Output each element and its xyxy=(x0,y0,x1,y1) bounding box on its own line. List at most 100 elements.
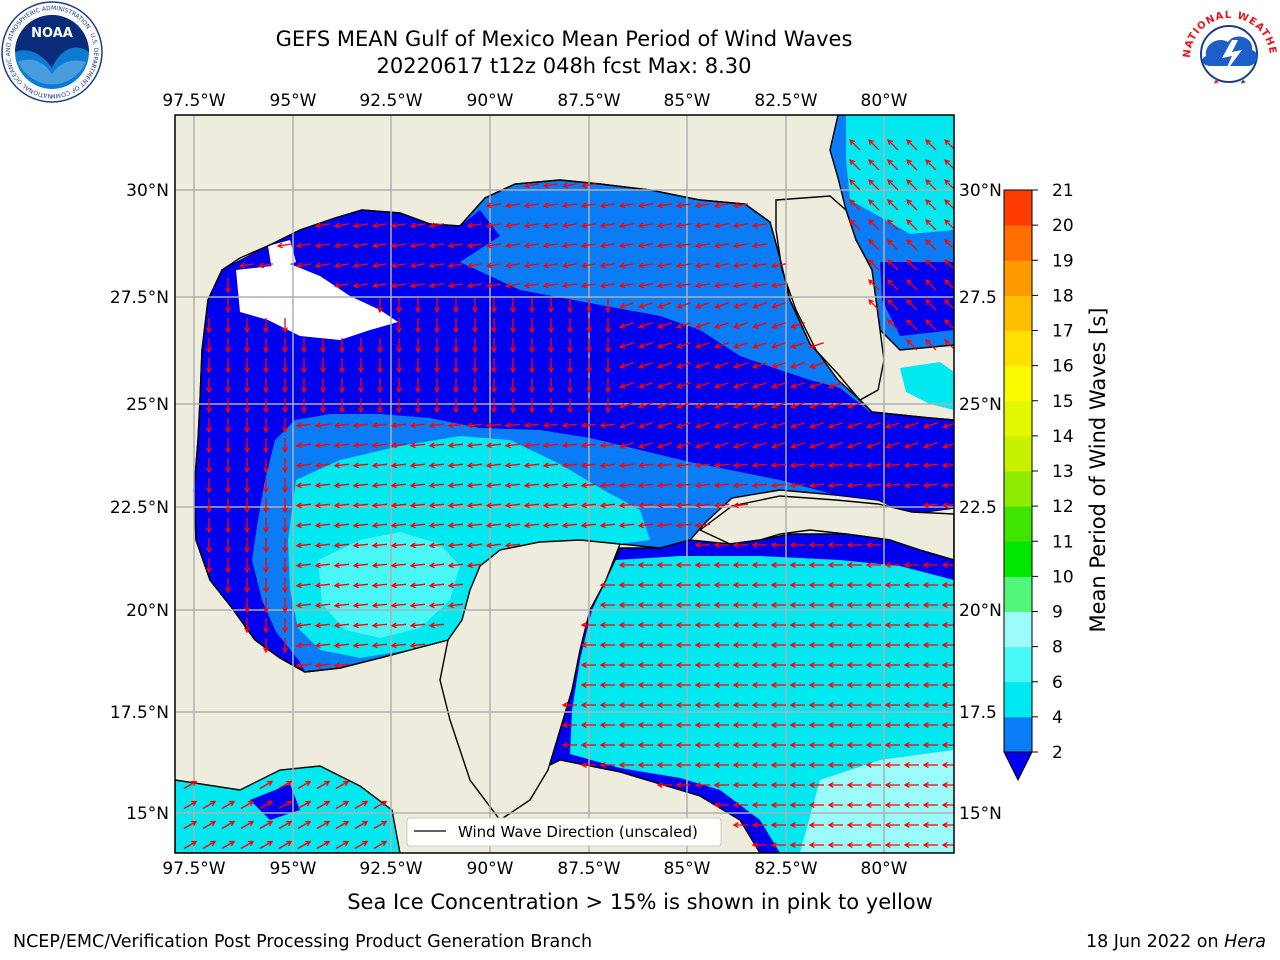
wind-wave-arrow xyxy=(694,242,711,249)
wind-wave-arrow xyxy=(887,279,899,291)
wind-wave-arrow xyxy=(221,800,236,810)
wind-wave-arrow xyxy=(599,202,616,209)
colorbar-tick-label: 11 xyxy=(1052,532,1074,552)
wind-wave-arrow xyxy=(183,840,198,850)
wind-wave-arrow xyxy=(846,642,862,648)
wind-wave-arrow xyxy=(809,402,824,409)
wind-wave-arrow xyxy=(339,358,345,374)
wind-wave-arrow xyxy=(371,222,388,229)
wind-wave-arrow xyxy=(922,822,938,828)
wind-wave-arrow xyxy=(751,762,767,768)
wind-wave-arrow xyxy=(808,642,824,648)
wind-wave-arrow xyxy=(244,478,250,494)
wind-wave-arrow xyxy=(225,578,231,594)
wind-wave-arrow xyxy=(447,582,464,589)
wind-wave-arrow xyxy=(790,322,805,329)
wind-wave-arrow xyxy=(371,522,388,529)
wind-wave-arrow xyxy=(333,582,350,589)
wind-wave-arrow xyxy=(314,622,331,629)
wind-wave-arrow xyxy=(510,378,516,394)
wind-wave-arrow xyxy=(434,358,440,374)
wind-wave-arrow xyxy=(314,462,331,469)
wind-wave-arrow xyxy=(941,622,954,628)
wind-wave-arrow xyxy=(244,438,250,454)
wind-wave-arrow xyxy=(887,219,899,231)
wind-wave-arrow xyxy=(733,322,748,329)
wind-wave-arrow xyxy=(409,562,426,569)
wind-wave-arrow xyxy=(866,442,881,449)
wind-wave-arrow xyxy=(504,442,521,449)
wind-wave-arrow xyxy=(771,382,786,389)
wind-wave-arrow xyxy=(827,562,843,568)
wind-wave-arrow xyxy=(865,682,881,688)
wind-wave-arrow xyxy=(694,202,711,209)
colorbar-segment xyxy=(1004,506,1032,542)
wind-wave-arrow xyxy=(206,538,212,554)
wind-wave-arrow xyxy=(580,682,596,688)
wind-wave-arrow xyxy=(295,422,312,429)
wind-wave-arrow xyxy=(846,462,863,469)
wind-wave-arrow xyxy=(314,502,331,509)
wind-wave-arrow xyxy=(618,262,635,269)
wind-wave-arrow xyxy=(903,482,920,489)
wind-wave-arrow xyxy=(789,582,805,588)
wind-wave-arrow xyxy=(922,742,938,748)
wind-wave-arrow xyxy=(865,562,881,568)
wind-wave-arrow xyxy=(903,662,919,668)
wind-wave-arrow xyxy=(504,502,521,509)
wind-wave-arrow xyxy=(428,562,445,569)
wind-wave-arrow xyxy=(466,442,483,449)
wind-wave-arrow xyxy=(906,159,918,171)
wind-wave-arrow xyxy=(771,362,786,369)
wind-wave-arrow xyxy=(808,462,825,469)
wind-wave-arrow xyxy=(314,262,331,269)
wind-wave-arrow xyxy=(808,582,824,588)
wind-wave-arrow xyxy=(409,542,426,549)
wind-wave-arrow xyxy=(390,422,407,429)
wind-wave-arrow xyxy=(225,458,231,474)
wind-wave-arrow xyxy=(942,443,954,449)
wind-wave-arrow xyxy=(865,782,881,788)
wind-wave-arrow xyxy=(263,398,269,414)
wind-wave-arrow xyxy=(694,702,710,708)
wind-wave-arrow xyxy=(656,642,672,648)
wind-wave-arrow xyxy=(714,302,729,309)
wind-wave-arrow xyxy=(770,682,786,688)
wind-wave-arrow xyxy=(428,622,445,629)
wind-wave-arrow xyxy=(808,702,824,708)
lon-tick-bottom: 95°W xyxy=(270,859,317,879)
wind-wave-arrow xyxy=(751,602,767,608)
wind-wave-arrow xyxy=(428,442,445,449)
wind-wave-arrow xyxy=(447,522,464,529)
wind-wave-arrow xyxy=(390,642,407,649)
wind-wave-arrow xyxy=(868,159,880,171)
wind-wave-arrow xyxy=(903,602,919,608)
wind-wave-arrow xyxy=(390,562,407,569)
wind-wave-arrow xyxy=(428,542,445,549)
wind-wave-arrow xyxy=(676,422,691,429)
wind-wave-arrow xyxy=(523,522,540,529)
wind-wave-arrow xyxy=(428,222,445,229)
colorbar-tick-label: 8 xyxy=(1052,638,1063,658)
wind-wave-arrow xyxy=(619,442,634,449)
wind-wave-arrow xyxy=(827,762,843,768)
wind-wave-arrow xyxy=(713,802,729,808)
wind-wave-arrow xyxy=(453,298,459,314)
wind-wave-arrow xyxy=(335,840,350,850)
atlantic-low-period xyxy=(880,262,954,336)
wind-wave-arrow xyxy=(263,618,269,634)
wind-wave-arrow xyxy=(846,602,862,608)
wind-wave-arrow xyxy=(732,722,748,728)
wind-wave-arrow xyxy=(922,662,938,668)
wind-wave-arrow xyxy=(808,542,824,548)
wind-wave-arrow xyxy=(316,800,331,810)
wind-wave-arrow xyxy=(221,840,236,850)
wind-wave-arrow xyxy=(409,262,426,269)
wind-wave-arrow xyxy=(808,662,824,668)
lon-tick-bottom: 92.5°W xyxy=(359,859,422,879)
wind-wave-arrow xyxy=(504,242,521,249)
wind-wave-arrow xyxy=(906,319,918,331)
map-frame xyxy=(174,114,955,854)
wind-wave-arrow xyxy=(713,502,730,509)
wind-wave-arrow xyxy=(225,338,231,354)
